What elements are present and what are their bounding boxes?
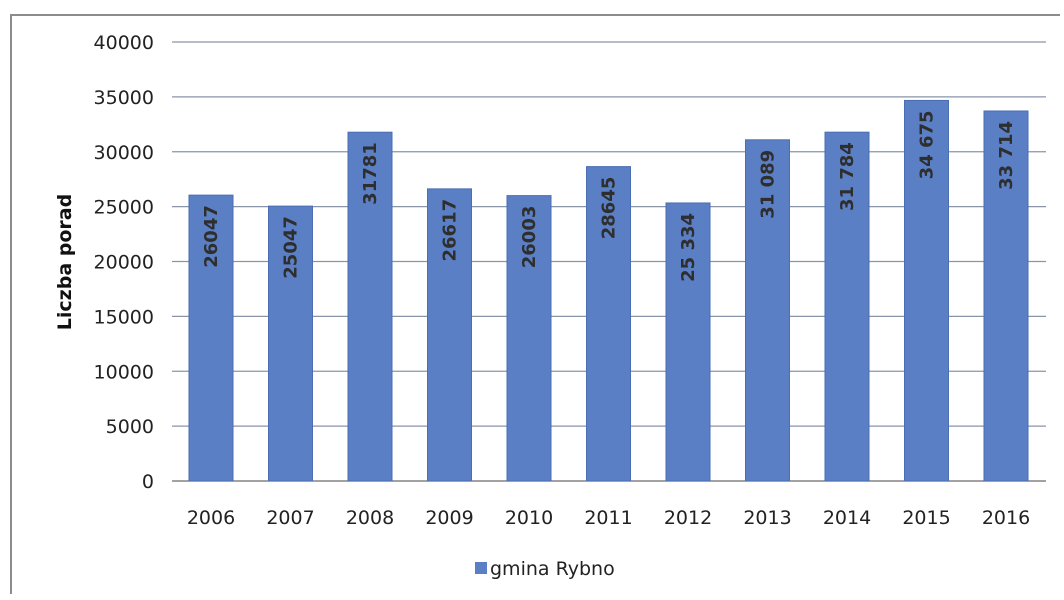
bar-2013[interactable]: [745, 139, 790, 482]
data-label-2011: 28645: [599, 177, 620, 240]
x-tick-label: 2010: [505, 507, 553, 529]
legend[interactable]: gmina Rybno: [475, 558, 615, 580]
x-axis-ticks: 2006 2007 2008 2009 2010 2011 2012 2013 2014 2015…: [187, 507, 1030, 529]
y-tick-label: 40000: [94, 32, 154, 54]
data-label-2010: 26003: [519, 206, 540, 269]
y-tick-label: 20000: [94, 252, 154, 274]
bars: 26047 25047 31781 26617 26003 28645 25 334 31 0…: [188, 99, 1029, 482]
y-tick-label: 10000: [94, 361, 154, 383]
x-tick-label: 2008: [346, 507, 394, 529]
bar-2006[interactable]: [188, 194, 234, 482]
data-label-2007: 25047: [281, 216, 302, 279]
x-tick-label: 2016: [982, 507, 1030, 529]
data-label-2012: 25 334: [678, 213, 699, 282]
x-tick-label: 2007: [266, 507, 314, 529]
data-label-2016: 33 714: [996, 121, 1017, 190]
data-label-2013: 31 089: [758, 150, 779, 219]
y-tick-label: 25000: [94, 197, 154, 219]
x-tick-label: 2015: [902, 507, 950, 529]
bar-2015[interactable]: [904, 99, 949, 482]
bar-2014[interactable]: [824, 131, 870, 482]
bar-2016[interactable]: [983, 110, 1029, 482]
data-label-2015: 34 675: [917, 110, 938, 179]
legend-swatch: [475, 562, 487, 574]
data-label-2008: 31781: [360, 142, 381, 205]
y-tick-label: 35000: [94, 87, 154, 109]
y-tick-label: 30000: [94, 142, 154, 164]
data-label-2014: 31 784: [837, 142, 858, 211]
y-tick-label: 0: [142, 471, 154, 493]
x-tick-label: 2011: [584, 507, 632, 529]
data-label-2006: 26047: [201, 205, 222, 268]
legend-label: gmina Rybno: [490, 558, 615, 580]
bar-2012[interactable]: [665, 202, 711, 482]
chart-frame: [10, 14, 1060, 594]
bar-2011[interactable]: [586, 166, 631, 482]
bar-2008[interactable]: [347, 131, 393, 482]
y-axis-title: Liczba porad: [54, 194, 76, 330]
y-tick-label: 15000: [94, 306, 154, 328]
y-tick-label: 5000: [106, 416, 154, 438]
x-tick-label: 2009: [425, 507, 473, 529]
data-label-2009: 26617: [440, 199, 461, 262]
x-tick-label: 2014: [823, 507, 871, 529]
bar-2010[interactable]: [506, 195, 552, 482]
x-tick-label: 2006: [187, 507, 235, 529]
x-tick-label: 2012: [664, 507, 712, 529]
bar-2009[interactable]: [427, 188, 472, 482]
y-axis-ticks: 0 5000 10000 15000 20000 25000 30000 35000 40000: [94, 32, 154, 493]
bar-2007[interactable]: [268, 205, 313, 482]
x-tick-label: 2013: [743, 507, 791, 529]
